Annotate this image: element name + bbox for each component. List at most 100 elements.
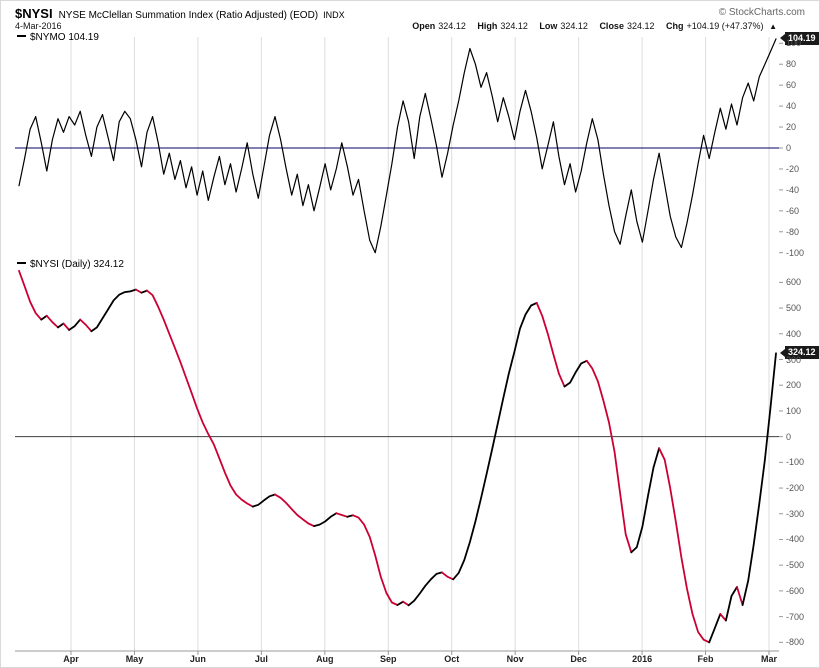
y-axis-label: 300	[786, 354, 802, 365]
up-arrow-icon: ▲	[769, 22, 777, 31]
nysi-series-line	[18, 269, 43, 321]
y-axis-label: 100	[786, 405, 802, 416]
exchange-label: INDX	[323, 10, 345, 20]
nysi-series-line	[708, 613, 722, 644]
nysi-series-line	[346, 514, 354, 518]
chg-label: Chg	[666, 21, 684, 31]
y-axis-label: -400	[786, 534, 805, 545]
nysi-series-line	[396, 600, 405, 606]
x-axis-label: Apr	[63, 654, 79, 664]
nymo-line-swatch-icon	[17, 35, 26, 38]
nysi-legend-label: $NYSI (Daily) 324.12	[30, 259, 124, 270]
nysi-series-line	[40, 314, 48, 321]
nysi-series-line	[90, 288, 137, 333]
x-axis-label: Jul	[254, 654, 268, 664]
y-axis-label: 600	[786, 277, 802, 288]
y-axis-label: -200	[786, 483, 805, 494]
nymo-last-price-tag: 104.19	[780, 31, 819, 45]
high-value: 324.12	[500, 21, 528, 31]
nysi-series-line	[452, 301, 538, 581]
y-axis-label: 60	[786, 80, 797, 91]
nysi-series-line	[274, 493, 315, 527]
nysi-series-line	[335, 512, 349, 518]
x-axis-label: Aug	[316, 654, 334, 664]
y-axis-label: 500	[786, 303, 802, 314]
nysi-line-swatch-icon	[17, 262, 26, 265]
nysi-series-line	[251, 493, 276, 508]
nysi-series-line	[134, 288, 143, 294]
chart-date: 4-Mar-2016	[15, 21, 62, 31]
y-axis-label: 40	[786, 101, 797, 112]
low-value: 324.12	[560, 21, 588, 31]
y-axis-label: -20	[786, 163, 800, 174]
nysi-series-line	[57, 322, 65, 329]
chg-value: +104.19 (+47.37%)	[686, 21, 764, 31]
nysi-series-line	[62, 322, 70, 331]
nysi-legend: $NYSI (Daily) 324.12	[17, 259, 124, 270]
y-axis-label: -300	[786, 508, 805, 519]
high-label: High	[477, 21, 498, 31]
y-axis-label: -80	[786, 226, 800, 237]
nysi-series-line	[402, 600, 410, 607]
open-value: 324.12	[438, 21, 466, 31]
nysi-series-line	[741, 352, 777, 606]
nysi-series-line	[68, 318, 82, 331]
nysi-series-line	[736, 586, 744, 606]
stockcharts-copyright-link[interactable]: © StockCharts.com	[718, 7, 805, 18]
y-axis-label: 20	[786, 122, 797, 133]
nysi-series-line	[630, 447, 660, 554]
nysi-series-line	[313, 512, 338, 527]
x-axis-label: Jun	[189, 654, 206, 664]
y-axis-label: 100	[786, 38, 802, 49]
nysi-series-line	[441, 571, 455, 581]
nysi-series-line	[725, 586, 738, 622]
y-axis-label: 200	[786, 380, 802, 391]
nysi-series-line	[146, 289, 254, 508]
nymo-legend: $NYMO 104.19	[17, 32, 99, 43]
x-axis-label: Dec	[570, 654, 587, 664]
x-axis-label: Sep	[380, 654, 397, 664]
x-axis-label: Nov	[506, 654, 524, 664]
close-label: Close	[599, 21, 624, 31]
nysi-last-price-tag: 324.12	[780, 346, 819, 360]
nysi-series-line	[563, 359, 588, 388]
x-axis-label: Mar	[760, 654, 777, 664]
nysi-series-line	[585, 359, 633, 554]
chart-subheader: 4-Mar-2016 Open 324.12 High 324.12 Low 324.…	[15, 21, 777, 33]
chart-title: NYSE McClellan Summation Index (Ratio Ad…	[58, 10, 319, 21]
nymo-series-line	[18, 38, 777, 254]
y-axis-label: 400	[786, 328, 802, 339]
y-axis-label: -100	[786, 457, 805, 468]
x-axis-label: 2016	[632, 654, 653, 664]
close-value: 324.12	[626, 21, 655, 31]
nysi-series-line	[407, 571, 443, 607]
nysi-series-line	[45, 314, 59, 329]
nysi-series-line	[719, 613, 727, 622]
symbol: $NYSI	[15, 6, 53, 21]
nysi-series-line	[658, 447, 711, 644]
y-axis-label: 0	[786, 143, 792, 153]
low-label: Low	[539, 21, 558, 31]
nysi-series-line	[535, 301, 566, 388]
nymo-legend-label: $NYMO 104.19	[30, 32, 99, 43]
y-axis-label: -60	[786, 205, 800, 216]
nysi-series-line	[140, 289, 148, 294]
y-axis-label: -600	[786, 585, 805, 596]
nysi-series-line	[352, 514, 399, 606]
nysi-series-line	[79, 318, 93, 333]
chart-header: $NYSI NYSE McClellan Summation Index (Rat…	[15, 5, 805, 21]
y-axis-label: 80	[786, 59, 797, 70]
y-axis-label: -700	[786, 611, 805, 622]
y-axis-label: -500	[786, 560, 805, 571]
y-axis-label: -40	[786, 184, 800, 195]
x-axis-label: Feb	[697, 654, 714, 664]
y-axis-label: -800	[786, 637, 805, 648]
quote-summary: Open 324.12 High 324.12 Low 324.12 Close 324…	[403, 21, 777, 31]
y-axis-label: -100	[786, 247, 805, 258]
x-axis-label: Oct	[444, 654, 460, 664]
y-axis-label: 0	[786, 431, 792, 442]
x-axis-label: May	[125, 654, 144, 664]
open-label: Open	[412, 21, 436, 31]
